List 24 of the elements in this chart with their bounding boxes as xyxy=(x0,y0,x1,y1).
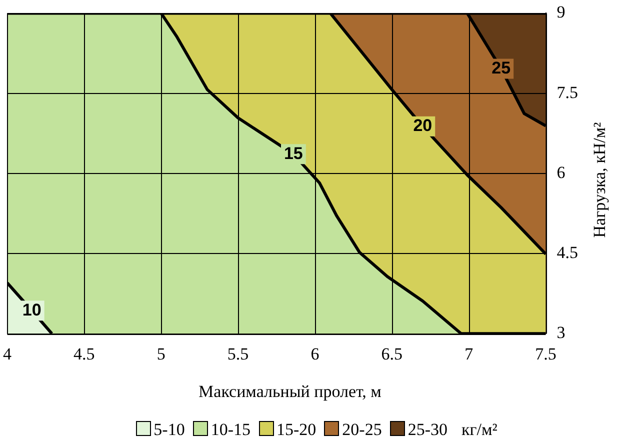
x-tick-label: 4.5 xyxy=(74,344,95,364)
legend-title: кг/м² xyxy=(462,420,498,439)
legend-label: 15-20 xyxy=(276,420,316,439)
annotation: 10 xyxy=(22,300,42,320)
x-tick-label: 6.5 xyxy=(381,344,403,364)
x-tick-label: 5 xyxy=(156,344,166,364)
y-tick-label: 4.5 xyxy=(556,242,578,262)
x-tick-label: 7 xyxy=(464,344,474,364)
x-tick-label: 6 xyxy=(310,344,320,364)
y-tick-label: 6 xyxy=(556,162,566,182)
legend-label: 25-30 xyxy=(406,420,448,439)
y-tick-label: 3 xyxy=(556,323,566,342)
legend-label: 20-25 xyxy=(341,420,382,439)
legend-label: 5-10 xyxy=(152,420,185,439)
y-axis-title: Нагрузка, кН/м² xyxy=(590,122,610,238)
y-tick-label: 7.5 xyxy=(556,82,578,102)
annotation: 20 xyxy=(413,116,432,136)
y-tick-label: 9 xyxy=(556,2,566,22)
annotation: 15 xyxy=(284,144,303,163)
x-tick-label: 4 xyxy=(3,344,12,364)
x-tick-label: 5.5 xyxy=(227,344,249,364)
x-axis-title: Максимальный пролет, м xyxy=(198,382,382,402)
legend-label: 10-15 xyxy=(210,420,250,439)
annotation: 25 xyxy=(492,58,511,78)
